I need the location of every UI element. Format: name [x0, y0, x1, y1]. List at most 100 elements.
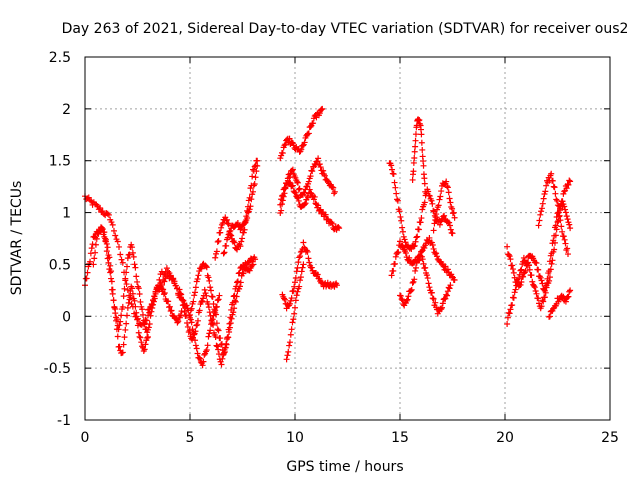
- data-point: [439, 304, 445, 311]
- data-point: [509, 262, 516, 269]
- data-point: [531, 284, 538, 291]
- data-point: [429, 295, 436, 302]
- data-point: [399, 228, 406, 235]
- data-point: [205, 274, 212, 281]
- data-point: [208, 317, 215, 324]
- data-point: [190, 298, 197, 305]
- data-point: [421, 180, 428, 187]
- data-point: [292, 189, 299, 196]
- data-point: [227, 231, 234, 238]
- data-point: [430, 295, 437, 302]
- data-point: [206, 309, 213, 316]
- data-point: [451, 276, 458, 283]
- data-point: [234, 279, 241, 286]
- data-point: [546, 258, 553, 265]
- data-point: [117, 318, 124, 325]
- data-point: [146, 321, 153, 328]
- data-point: [542, 289, 549, 296]
- x-axis-label: GPS time / hours: [286, 459, 403, 475]
- data-point: [294, 194, 301, 201]
- data-point: [196, 307, 203, 314]
- data-point: [449, 230, 456, 237]
- data-point: [567, 287, 574, 294]
- data-point: [254, 157, 261, 164]
- data-point: [307, 189, 314, 196]
- data-point: [562, 206, 569, 213]
- data-point: [423, 272, 430, 279]
- data-point: [165, 268, 172, 275]
- data-point: [193, 322, 200, 329]
- data-point: [548, 170, 555, 177]
- data-point: [239, 235, 246, 242]
- data-point: [532, 288, 539, 295]
- data-point: [516, 271, 523, 278]
- data-point: [228, 306, 235, 313]
- data-point: [141, 320, 148, 327]
- data-point: [136, 290, 143, 297]
- data-point: [544, 275, 551, 282]
- data-point: [207, 284, 214, 291]
- data-point: [249, 173, 256, 180]
- data-point: [202, 263, 209, 270]
- data-point: [515, 279, 522, 286]
- data-point: [213, 320, 220, 327]
- data-point: [406, 254, 413, 261]
- series-arc-f: [187, 260, 256, 358]
- data-point: [285, 348, 292, 355]
- data-point: [213, 342, 220, 349]
- data-point: [307, 173, 314, 180]
- data-point: [217, 335, 224, 342]
- series-arc-m: [283, 261, 307, 363]
- data-point: [117, 251, 124, 258]
- data-point: [109, 221, 116, 228]
- data-point: [520, 273, 527, 280]
- data-point: [561, 203, 568, 210]
- data-point: [222, 344, 229, 351]
- data-point: [536, 217, 543, 224]
- data-point: [104, 244, 111, 251]
- series-arc-g: [212, 157, 261, 261]
- data-point: [407, 287, 414, 294]
- data-point: [334, 282, 340, 289]
- data-point: [412, 264, 419, 271]
- data-point: [237, 243, 244, 250]
- data-point: [180, 302, 187, 309]
- data-point: [399, 224, 406, 231]
- data-point: [304, 248, 311, 255]
- data-point: [317, 164, 324, 171]
- data-point: [128, 301, 135, 308]
- data-point: [200, 358, 207, 365]
- data-point: [417, 219, 424, 226]
- data-point: [112, 232, 119, 239]
- data-point: [187, 311, 193, 318]
- data-point: [394, 197, 401, 204]
- data-point: [444, 184, 451, 191]
- grid: [85, 57, 610, 420]
- data-point: [131, 297, 138, 304]
- data-point: [214, 238, 221, 245]
- data-point: [234, 219, 241, 226]
- data-point: [504, 314, 511, 321]
- data-point: [213, 248, 220, 255]
- data-point: [551, 232, 558, 239]
- data-point: [205, 304, 212, 311]
- data-point: [281, 142, 288, 149]
- data-point: [314, 271, 321, 278]
- data-point: [179, 296, 186, 303]
- data-point: [440, 213, 447, 220]
- data-point: [151, 293, 158, 300]
- data-point: [107, 269, 114, 276]
- data-point: [392, 184, 399, 191]
- data-point: [555, 209, 562, 216]
- data-point: [215, 296, 222, 303]
- data-point: [160, 286, 167, 293]
- data-point: [108, 278, 115, 285]
- x-tick-label: 0: [81, 430, 90, 446]
- data-point: [296, 254, 303, 261]
- data-point: [538, 205, 545, 212]
- data-point: [390, 171, 397, 178]
- data-point: [292, 304, 298, 311]
- data-point: [219, 355, 226, 362]
- data-point: [250, 261, 256, 268]
